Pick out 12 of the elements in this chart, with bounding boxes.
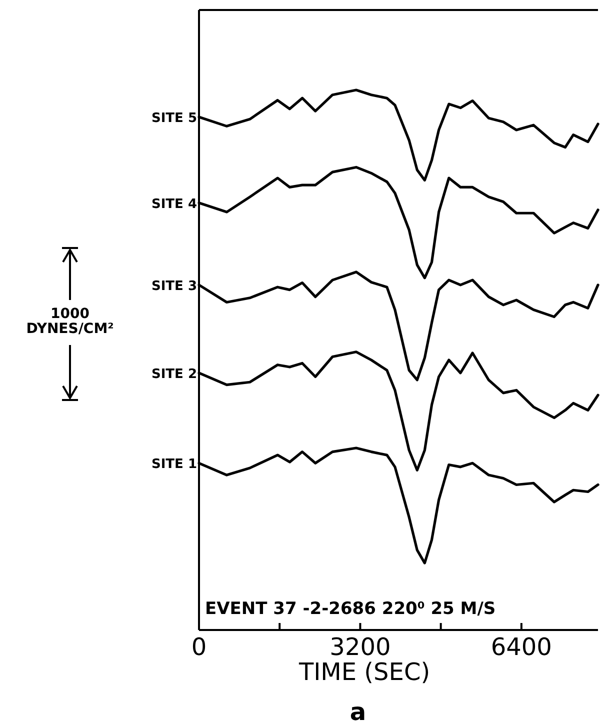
text: 1000 DYNES/CM² <box>26 306 114 337</box>
series-label: SITE 3 <box>151 278 197 294</box>
annotation: EVENT 37 -2-2686 220⁰ 25 M/S <box>205 599 496 619</box>
x-tick-label: 6400 <box>490 633 552 661</box>
x-tick-label: 0 <box>191 633 207 661</box>
series-label: SITE 1 <box>151 457 197 472</box>
series-label: SITE 4 <box>151 196 197 212</box>
series-label: SITE 5 <box>151 111 197 126</box>
text: a <box>350 698 366 724</box>
series-label: SITE 2 <box>151 366 197 382</box>
x-tick-label: 3200 <box>330 633 391 661</box>
x-axis-title: TIME (SEC) <box>298 658 430 686</box>
